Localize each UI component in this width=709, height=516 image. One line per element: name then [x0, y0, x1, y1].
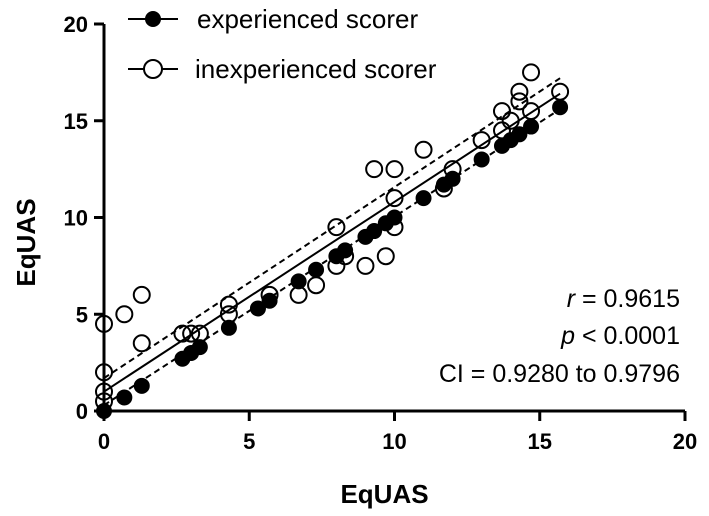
inexperienced-point — [472, 131, 491, 150]
inexperienced-point — [219, 305, 238, 324]
stats-value: = 0.9615 — [575, 285, 680, 313]
experienced-point — [191, 339, 208, 356]
experienced-point — [290, 273, 307, 290]
inexperienced-point — [173, 324, 192, 343]
inexperienced-point — [522, 102, 541, 121]
regression-lines — [103, 77, 561, 407]
x-axis-title: EqUAS — [340, 479, 428, 509]
inexperienced-point — [522, 63, 541, 82]
y-tick-label: 10 — [64, 206, 88, 231]
inexperienced-point — [501, 111, 520, 130]
stats-line: r = 0.9615 — [567, 285, 680, 313]
inexperienced-point — [307, 276, 326, 295]
inexperienced-point — [115, 305, 134, 324]
experienced-point — [415, 190, 432, 207]
stats-value: < 0.0001 — [575, 322, 680, 350]
legend-label: experienced scorer — [197, 4, 418, 34]
inexperienced-point — [365, 160, 384, 179]
inexperienced-point — [414, 140, 433, 159]
inexperienced-point — [376, 247, 395, 266]
stats-line: p < 0.0001 — [560, 322, 680, 350]
inexperienced-point — [434, 179, 453, 198]
data-points — [95, 63, 570, 419]
experienced-point — [366, 223, 383, 240]
inexperienced-point — [289, 285, 308, 304]
experienced-point — [116, 389, 133, 406]
experienced-point — [308, 261, 325, 278]
inexperienced-point — [443, 160, 462, 179]
inexperienced-point — [219, 295, 238, 314]
inexperienced-point — [385, 160, 404, 179]
y-tick-label: 5 — [76, 302, 88, 327]
inexperienced-point — [356, 256, 375, 275]
inexperienced-point — [132, 334, 151, 353]
confidence-upper-line — [103, 77, 561, 379]
inexperienced-point — [510, 82, 529, 101]
experienced-point — [523, 118, 540, 135]
y-tick-label: 0 — [76, 399, 88, 424]
legend-marker-open — [143, 59, 163, 79]
x-tick-label: 10 — [382, 429, 406, 454]
x-tick-label: 20 — [673, 429, 697, 454]
experienced-point — [220, 319, 237, 336]
experienced-point — [249, 300, 266, 317]
inexperienced-point — [336, 247, 355, 266]
regression-fit-line — [103, 92, 561, 393]
inexperienced-point — [327, 218, 346, 237]
y-axis-title: EqUAS — [11, 198, 41, 286]
experienced-point — [261, 292, 278, 309]
experienced-point — [511, 126, 528, 143]
x-tick-label: 15 — [528, 429, 552, 454]
inexperienced-point — [385, 218, 404, 237]
legend-marker-filled — [145, 11, 161, 27]
inexperienced-point — [510, 92, 529, 111]
experienced-point — [473, 151, 490, 168]
stats-symbol: p — [560, 322, 575, 350]
inexperienced-point — [132, 285, 151, 304]
inexperienced-point — [182, 324, 201, 343]
axes: 0 5 10 15 20 0 5 10 15 20 EqUAS EqUAS — [11, 12, 697, 509]
stats-symbol: r — [567, 285, 577, 313]
y-tick-label: 15 — [64, 109, 88, 134]
inexperienced-point — [190, 324, 209, 343]
stats-line: CI = 0.9280 to 0.9796 — [439, 360, 680, 388]
legend: experienced scorer inexperienced scorer — [128, 4, 437, 84]
y-tick-label: 20 — [64, 12, 88, 37]
stats-value: CI = 0.9280 to 0.9796 — [439, 360, 680, 388]
legend-label: inexperienced scorer — [195, 54, 437, 84]
experienced-point — [133, 377, 150, 394]
x-tick-label: 5 — [243, 429, 255, 454]
experienced-point — [337, 242, 354, 259]
x-tick-label: 0 — [98, 429, 110, 454]
inexperienced-point — [551, 82, 570, 101]
inexperienced-point — [260, 285, 279, 304]
inexperienced-point — [385, 189, 404, 208]
experienced-point — [552, 99, 569, 116]
